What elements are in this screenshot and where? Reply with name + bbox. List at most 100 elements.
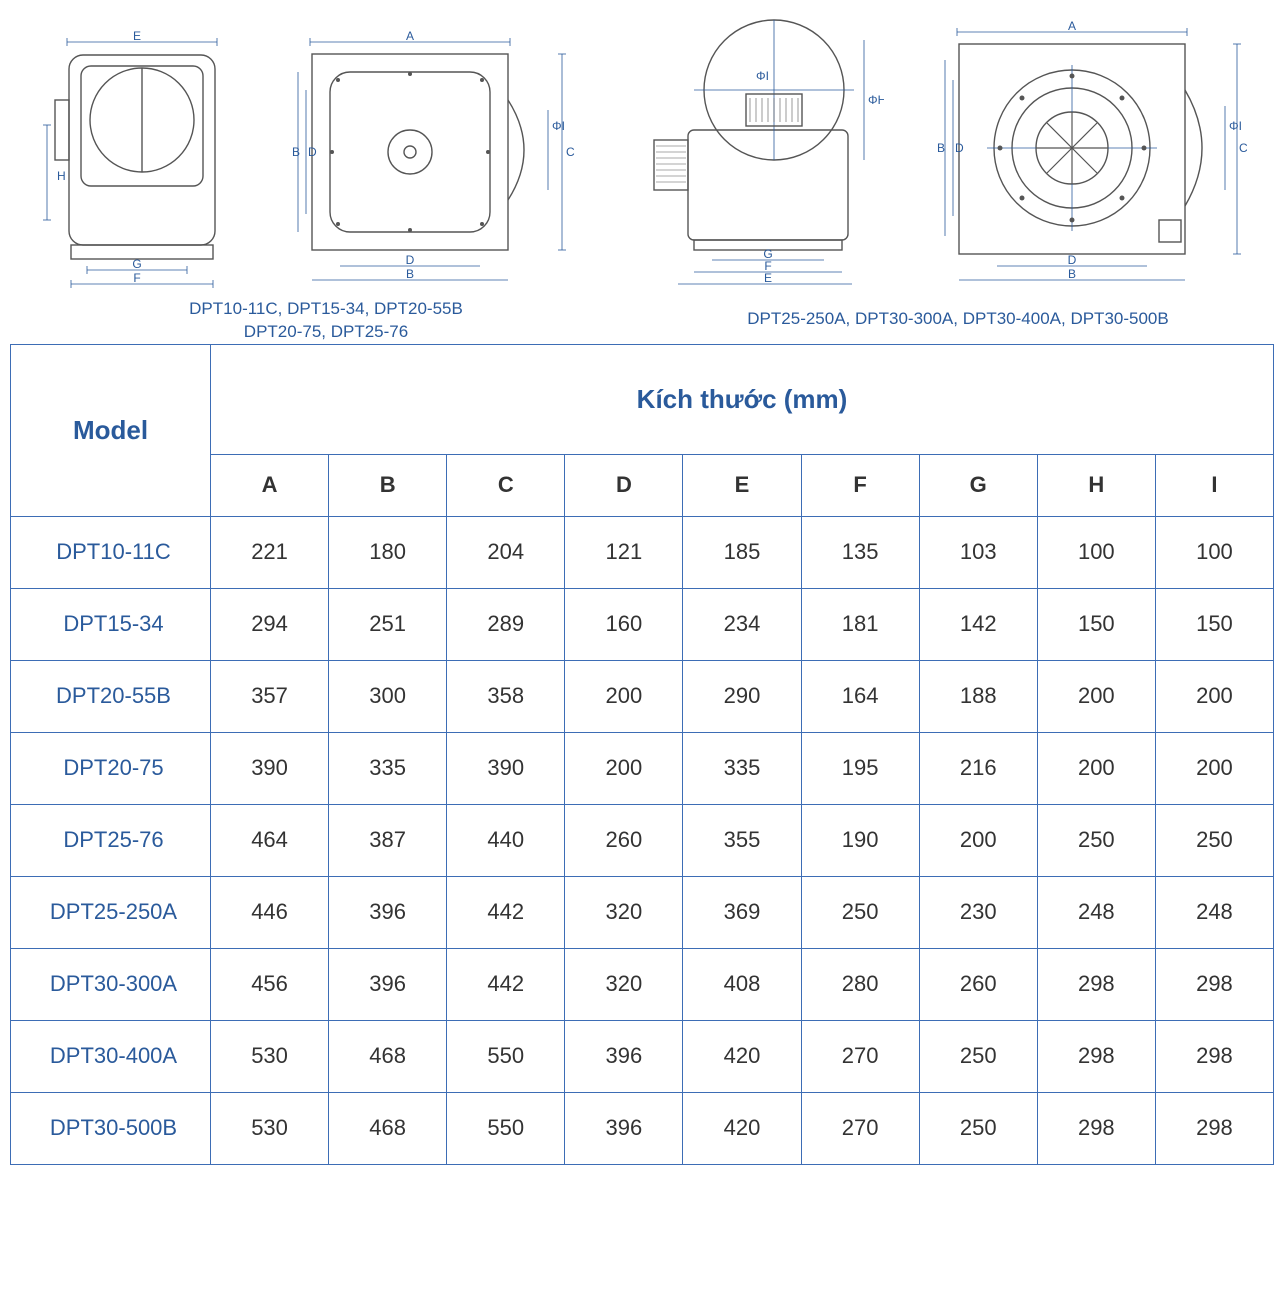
- value-cell: 195: [801, 732, 919, 804]
- value-cell: 280: [801, 948, 919, 1020]
- value-cell: 204: [447, 516, 565, 588]
- value-cell: 216: [919, 732, 1037, 804]
- svg-text:D: D: [406, 253, 415, 267]
- svg-text:C: C: [1239, 141, 1247, 155]
- svg-text:D: D: [1068, 253, 1077, 267]
- value-cell: 300: [329, 660, 447, 732]
- model-cell: DPT20-75: [11, 732, 211, 804]
- value-cell: 468: [329, 1020, 447, 1092]
- diagram-captions: DPT10-11C, DPT15-34, DPT20-55B DPT20-75,…: [10, 298, 1274, 344]
- diagrams-row: E H G F A: [10, 10, 1274, 290]
- value-cell: 135: [801, 516, 919, 588]
- value-cell: 396: [565, 1092, 683, 1164]
- value-cell: 335: [683, 732, 801, 804]
- model-header: Model: [11, 344, 211, 516]
- dims-header: Kích thước (mm): [211, 344, 1274, 454]
- left-caption-1: DPT10-11C, DPT15-34, DPT20-55B: [10, 298, 642, 321]
- value-cell: 442: [447, 948, 565, 1020]
- value-cell: 298: [1155, 948, 1273, 1020]
- value-cell: 190: [801, 804, 919, 876]
- svg-text:B: B: [937, 141, 945, 155]
- table-row: DPT20-75390335390200335195216200200: [11, 732, 1274, 804]
- value-cell: 420: [683, 1020, 801, 1092]
- value-cell: 150: [1155, 588, 1273, 660]
- table-row: DPT30-400A530468550396420270250298298: [11, 1020, 1274, 1092]
- diagram-4: A B D ΦI: [937, 20, 1247, 290]
- model-cell: DPT30-400A: [11, 1020, 211, 1092]
- table-row: DPT15-34294251289160234181142150150: [11, 588, 1274, 660]
- value-cell: 121: [565, 516, 683, 588]
- value-cell: 100: [1037, 516, 1155, 588]
- value-cell: 188: [919, 660, 1037, 732]
- value-cell: 234: [683, 588, 801, 660]
- value-cell: 320: [565, 948, 683, 1020]
- svg-text:D: D: [955, 141, 964, 155]
- svg-text:C: C: [566, 145, 575, 159]
- svg-text:A: A: [1068, 20, 1076, 33]
- model-cell: DPT20-55B: [11, 660, 211, 732]
- value-cell: 100: [1155, 516, 1273, 588]
- value-cell: 358: [447, 660, 565, 732]
- value-cell: 200: [1037, 732, 1155, 804]
- value-cell: 200: [565, 732, 683, 804]
- value-cell: 150: [1037, 588, 1155, 660]
- value-cell: 390: [447, 732, 565, 804]
- value-cell: 550: [447, 1020, 565, 1092]
- svg-text:A: A: [406, 30, 414, 43]
- value-cell: 298: [1037, 948, 1155, 1020]
- table-row: DPT20-55B357300358200290164188200200: [11, 660, 1274, 732]
- value-cell: 270: [801, 1020, 919, 1092]
- svg-text:F: F: [133, 271, 140, 285]
- column-header-G: G: [919, 454, 1037, 516]
- value-cell: 396: [329, 948, 447, 1020]
- value-cell: 420: [683, 1092, 801, 1164]
- svg-text:ΦI: ΦI: [552, 119, 565, 133]
- table-row: DPT25-250A446396442320369250230248248: [11, 876, 1274, 948]
- value-cell: 408: [683, 948, 801, 1020]
- svg-text:G: G: [132, 257, 141, 271]
- value-cell: 289: [447, 588, 565, 660]
- svg-text:D: D: [308, 145, 317, 159]
- svg-text:H: H: [57, 169, 66, 183]
- value-cell: 260: [919, 948, 1037, 1020]
- value-cell: 260: [565, 804, 683, 876]
- column-header-H: H: [1037, 454, 1155, 516]
- value-cell: 298: [1155, 1020, 1273, 1092]
- value-cell: 298: [1155, 1092, 1273, 1164]
- value-cell: 294: [211, 588, 329, 660]
- value-cell: 440: [447, 804, 565, 876]
- dimensions-table: Model Kích thước (mm) ABCDEFGHI DPT10-11…: [10, 344, 1274, 1165]
- diagram-1: E H G F: [37, 30, 237, 290]
- value-cell: 390: [211, 732, 329, 804]
- value-cell: 103: [919, 516, 1037, 588]
- svg-text:ΦI: ΦI: [1229, 119, 1242, 133]
- column-header-A: A: [211, 454, 329, 516]
- value-cell: 369: [683, 876, 801, 948]
- value-cell: 250: [1155, 804, 1273, 876]
- column-header-F: F: [801, 454, 919, 516]
- table-row: DPT30-300A456396442320408280260298298: [11, 948, 1274, 1020]
- table-row: DPT25-76464387440260355190200250250: [11, 804, 1274, 876]
- column-header-I: I: [1155, 454, 1273, 516]
- value-cell: 468: [329, 1092, 447, 1164]
- value-cell: 250: [919, 1020, 1037, 1092]
- value-cell: 270: [801, 1092, 919, 1164]
- column-header-D: D: [565, 454, 683, 516]
- svg-text:E: E: [133, 30, 141, 43]
- value-cell: 464: [211, 804, 329, 876]
- svg-text:ΦH: ΦH: [868, 93, 884, 107]
- value-cell: 250: [1037, 804, 1155, 876]
- value-cell: 387: [329, 804, 447, 876]
- diagram-3: ΦI ΦH G F E: [634, 10, 884, 290]
- value-cell: 160: [565, 588, 683, 660]
- value-cell: 181: [801, 588, 919, 660]
- value-cell: 290: [683, 660, 801, 732]
- value-cell: 446: [211, 876, 329, 948]
- value-cell: 456: [211, 948, 329, 1020]
- value-cell: 298: [1037, 1092, 1155, 1164]
- table-row: DPT30-500B530468550396420270250298298: [11, 1092, 1274, 1164]
- value-cell: 230: [919, 876, 1037, 948]
- value-cell: 164: [801, 660, 919, 732]
- model-cell: DPT30-500B: [11, 1092, 211, 1164]
- model-cell: DPT10-11C: [11, 516, 211, 588]
